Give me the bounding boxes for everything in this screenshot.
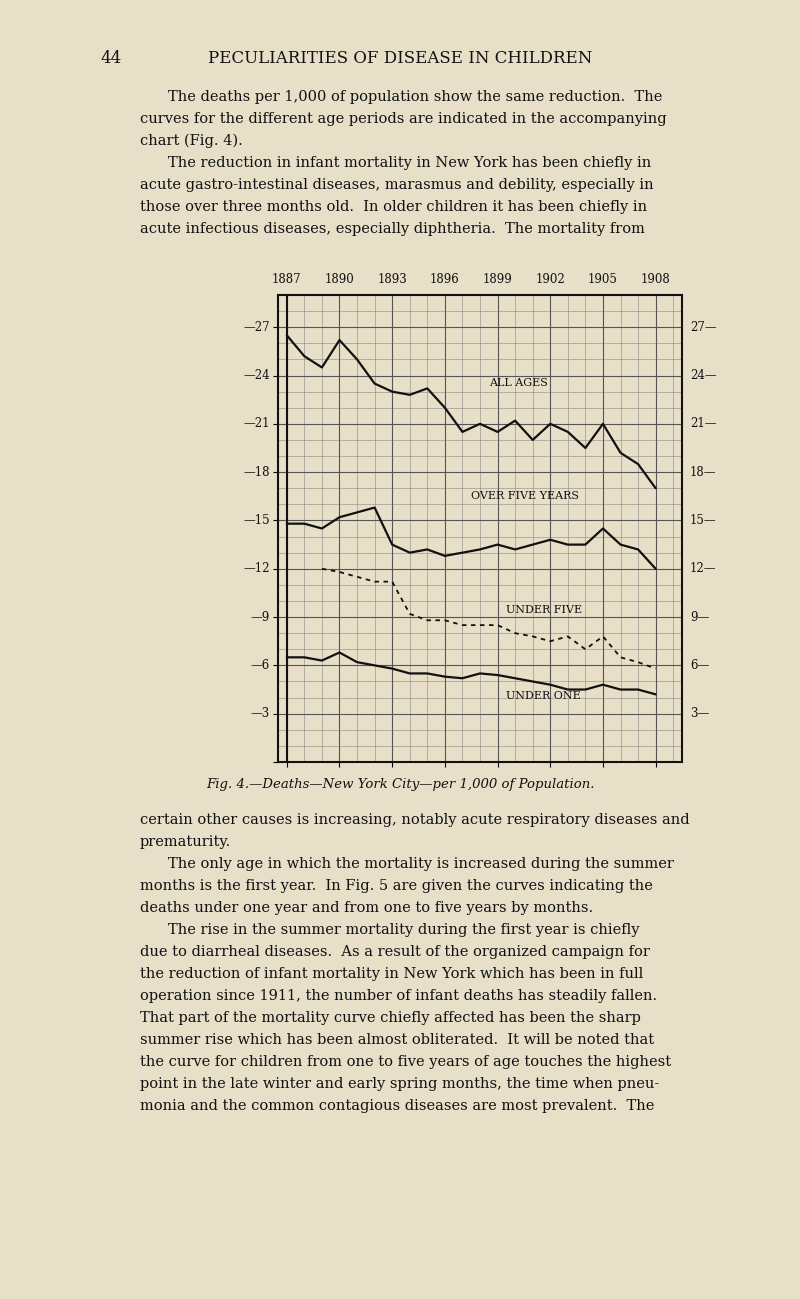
Text: 9—: 9— — [690, 611, 710, 624]
Text: The only age in which the mortality is increased during the summer: The only age in which the mortality is i… — [168, 857, 674, 872]
Text: 1902: 1902 — [535, 273, 565, 286]
Text: the curve for children from one to five years of age touches the highest: the curve for children from one to five … — [140, 1055, 671, 1069]
Text: summer rise which has been almost obliterated.  It will be noted that: summer rise which has been almost oblite… — [140, 1033, 654, 1047]
Text: The reduction in infant mortality in New York has been chiefly in: The reduction in infant mortality in New… — [168, 156, 651, 170]
Text: —27: —27 — [243, 321, 270, 334]
Text: 15—: 15— — [690, 514, 717, 527]
Text: curves for the different age periods are indicated in the accompanying: curves for the different age periods are… — [140, 112, 666, 126]
Text: —18: —18 — [243, 465, 270, 478]
Text: —6: —6 — [250, 659, 270, 672]
Text: 3—: 3— — [690, 707, 710, 720]
Text: —9: —9 — [250, 611, 270, 624]
Text: That part of the mortality curve chiefly affected has been the sharp: That part of the mortality curve chiefly… — [140, 1011, 641, 1025]
Text: Fig. 4.—Deaths—New York City—per 1,000 of Population.: Fig. 4.—Deaths—New York City—per 1,000 o… — [206, 778, 594, 791]
Text: 21—: 21— — [690, 417, 717, 430]
Text: 27—: 27— — [690, 321, 717, 334]
Text: monia and the common contagious diseases are most prevalent.  The: monia and the common contagious diseases… — [140, 1099, 654, 1113]
Text: —24: —24 — [243, 369, 270, 382]
Text: due to diarrheal diseases.  As a result of the organized campaign for: due to diarrheal diseases. As a result o… — [140, 944, 650, 959]
Text: 1905: 1905 — [588, 273, 618, 286]
Text: —12: —12 — [243, 562, 270, 575]
Text: PECULIARITIES OF DISEASE IN CHILDREN: PECULIARITIES OF DISEASE IN CHILDREN — [208, 49, 592, 68]
Text: —15: —15 — [243, 514, 270, 527]
Text: ALL AGES: ALL AGES — [489, 378, 548, 388]
Text: 12—: 12— — [690, 562, 717, 575]
Text: UNDER ONE: UNDER ONE — [506, 691, 581, 700]
Text: 1893: 1893 — [378, 273, 407, 286]
Text: 44: 44 — [100, 49, 122, 68]
Text: OVER FIVE YEARS: OVER FIVE YEARS — [471, 491, 579, 501]
Text: 6—: 6— — [690, 659, 710, 672]
Text: 1896: 1896 — [430, 273, 460, 286]
Text: the reduction of infant mortality in New York which has been in full: the reduction of infant mortality in New… — [140, 966, 643, 981]
Text: —3: —3 — [250, 707, 270, 720]
Text: those over three months old.  In older children it has been chiefly in: those over three months old. In older ch… — [140, 200, 647, 214]
Text: deaths under one year and from one to five years by months.: deaths under one year and from one to fi… — [140, 902, 593, 914]
Text: point in the late winter and early spring months, the time when pneu-: point in the late winter and early sprin… — [140, 1077, 659, 1091]
Text: 18—: 18— — [690, 465, 717, 478]
Text: prematurity.: prematurity. — [140, 835, 231, 850]
Text: The deaths per 1,000 of population show the same reduction.  The: The deaths per 1,000 of population show … — [168, 90, 662, 104]
Text: operation since 1911, the number of infant deaths has steadily fallen.: operation since 1911, the number of infa… — [140, 989, 657, 1003]
Text: 1899: 1899 — [482, 273, 513, 286]
Text: UNDER FIVE: UNDER FIVE — [506, 605, 582, 616]
Text: months is the first year.  In Fig. 5 are given the curves indicating the: months is the first year. In Fig. 5 are … — [140, 879, 653, 892]
Text: —21: —21 — [243, 417, 270, 430]
Text: 1908: 1908 — [641, 273, 670, 286]
Text: chart (Fig. 4).: chart (Fig. 4). — [140, 134, 242, 148]
Text: 24—: 24— — [690, 369, 717, 382]
Text: acute gastro-intestinal diseases, marasmus and debility, especially in: acute gastro-intestinal diseases, marasm… — [140, 178, 654, 192]
Text: acute infectious diseases, especially diphtheria.  The mortality from: acute infectious diseases, especially di… — [140, 222, 645, 236]
Text: certain other causes is increasing, notably acute respiratory diseases and: certain other causes is increasing, nota… — [140, 813, 690, 827]
Text: 1887: 1887 — [272, 273, 302, 286]
Text: The rise in the summer mortality during the first year is chiefly: The rise in the summer mortality during … — [168, 924, 639, 937]
Text: 1890: 1890 — [325, 273, 354, 286]
